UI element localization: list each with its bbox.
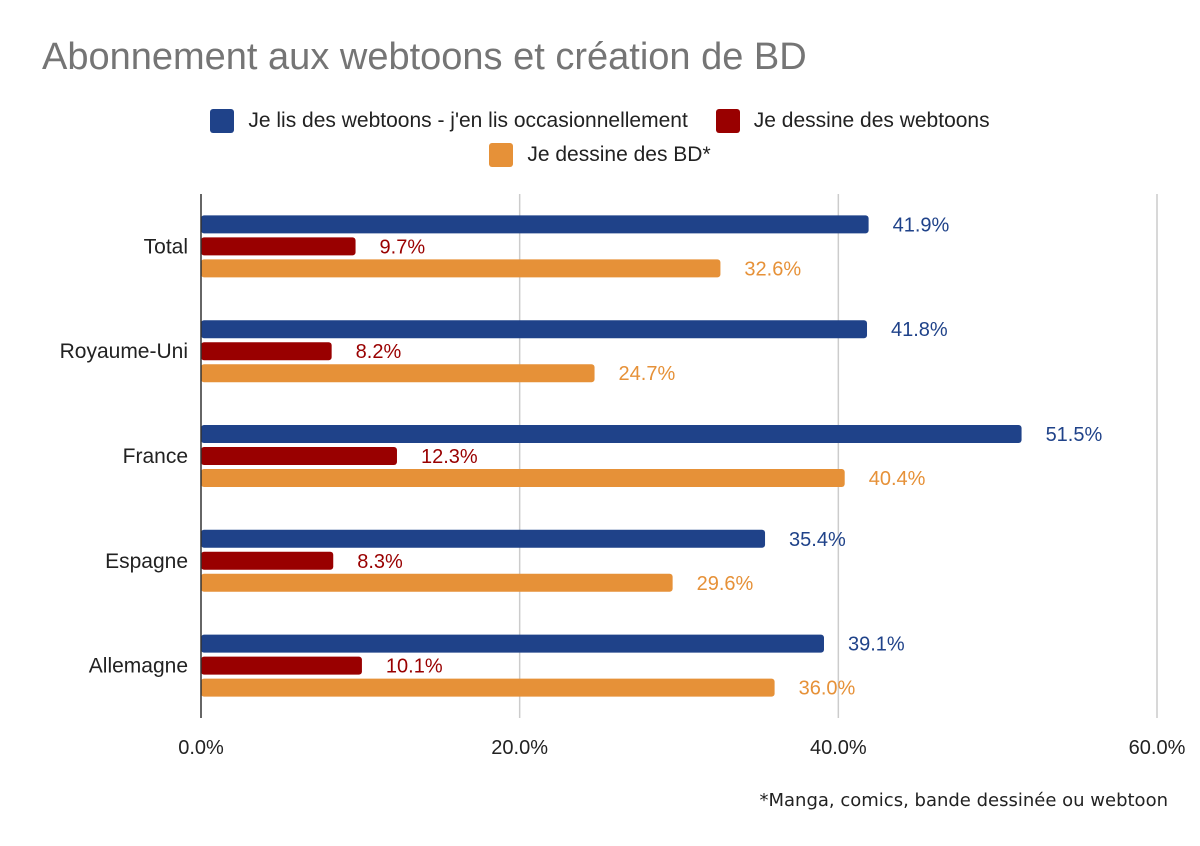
category-label: Total <box>144 235 188 258</box>
legend-swatch-read-webtoons <box>210 109 235 133</box>
bar-draw-bd <box>201 573 673 592</box>
category-label: Espagne <box>105 550 188 573</box>
legend-label-draw-bd: Je dessine des BD* <box>527 143 711 166</box>
bar-draw-webtoons <box>201 656 362 675</box>
data-label-draw-webtoons: 10.1% <box>386 656 443 678</box>
data-label-draw-bd: 24.7% <box>619 363 676 385</box>
legend-row-2: Je dessine des BD* <box>0 143 1200 167</box>
x-tick-label: 60.0% <box>1129 737 1186 759</box>
data-label-read-webtoons: 41.8% <box>891 319 948 341</box>
data-label-read-webtoons: 39.1% <box>848 634 905 656</box>
legend-swatch-draw-webtoons <box>715 109 740 133</box>
category-label: Royaume-Uni <box>60 340 188 363</box>
bar-draw-webtoons <box>201 342 332 361</box>
legend-label-draw-webtoons: Je dessine des webtoons <box>753 109 990 132</box>
legend-item-read-webtoons[interactable]: Je lis des webtoons - j'en lis occasionn… <box>210 109 688 133</box>
legend-label-read-webtoons: Je lis des webtoons - j'en lis occasionn… <box>248 109 688 132</box>
legend-item-draw-bd[interactable]: Je dessine des BD* <box>489 143 711 167</box>
data-label-draw-webtoons: 8.2% <box>356 341 402 363</box>
bar-draw-bd <box>201 364 595 383</box>
bar-read-webtoons <box>201 320 868 339</box>
data-label-draw-webtoons: 9.7% <box>380 236 426 258</box>
legend-item-draw-webtoons[interactable]: Je dessine des webtoons <box>715 109 990 133</box>
bar-draw-webtoons <box>201 447 397 465</box>
bar-draw-bd <box>201 259 721 278</box>
data-label-draw-webtoons: 12.3% <box>421 446 478 468</box>
bar-read-webtoons <box>201 634 824 653</box>
bar-read-webtoons <box>201 215 869 234</box>
chart-title: Abonnement aux webtoons et création de B… <box>42 36 807 78</box>
data-label-draw-bd: 32.6% <box>744 258 801 280</box>
x-tick-label: 0.0% <box>178 737 224 759</box>
x-tick-label: 20.0% <box>491 737 548 759</box>
x-tick-label: 40.0% <box>810 737 867 759</box>
bar-draw-bd <box>201 678 775 697</box>
bar-draw-webtoons <box>201 237 356 256</box>
bar-read-webtoons <box>201 425 1022 443</box>
bar-read-webtoons <box>201 529 766 548</box>
legend: Je lis des webtoons - j'en lis occasionn… <box>0 109 1200 133</box>
data-label-draw-bd: 36.0% <box>799 678 856 700</box>
data-label-read-webtoons: 35.4% <box>789 529 846 551</box>
data-label-read-webtoons: 41.9% <box>893 214 950 236</box>
data-label-read-webtoons: 51.5% <box>1046 424 1103 446</box>
footnote: *Manga, comics, bande dessinée ou webtoo… <box>759 790 1168 811</box>
legend-swatch-draw-bd <box>489 143 514 167</box>
data-label-draw-bd: 40.4% <box>869 468 926 490</box>
data-label-draw-webtoons: 8.3% <box>357 551 403 573</box>
data-label-draw-bd: 29.6% <box>697 573 754 595</box>
category-label: Allemagne <box>89 655 188 678</box>
category-label: France <box>123 445 188 468</box>
bar-draw-webtoons <box>201 551 334 570</box>
bar-draw-bd <box>201 469 845 487</box>
